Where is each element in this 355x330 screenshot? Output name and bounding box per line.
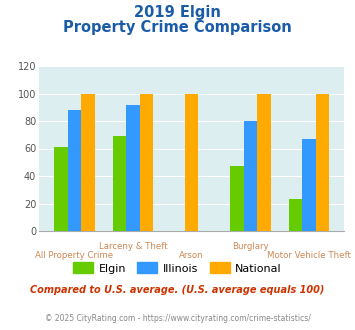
Text: Larceny & Theft: Larceny & Theft: [99, 242, 167, 250]
Text: 2019 Elgin: 2019 Elgin: [134, 5, 221, 20]
Text: All Property Crime: All Property Crime: [35, 251, 113, 260]
Text: Compared to U.S. average. (U.S. average equals 100): Compared to U.S. average. (U.S. average …: [30, 285, 325, 295]
Bar: [54, 147, 67, 231]
Bar: [289, 199, 302, 231]
Bar: [230, 166, 244, 231]
Bar: [244, 121, 257, 231]
Bar: [316, 93, 329, 231]
Bar: [126, 105, 140, 231]
Bar: [302, 139, 316, 231]
Text: Burglary: Burglary: [232, 242, 269, 250]
Text: © 2025 CityRating.com - https://www.cityrating.com/crime-statistics/: © 2025 CityRating.com - https://www.city…: [45, 314, 310, 323]
Text: Motor Vehicle Theft: Motor Vehicle Theft: [267, 251, 351, 260]
Bar: [257, 93, 271, 231]
Bar: [81, 93, 94, 231]
Bar: [67, 110, 81, 231]
Bar: [185, 93, 198, 231]
Text: Arson: Arson: [179, 251, 204, 260]
Bar: [113, 136, 126, 231]
Legend: Elgin, Illinois, National: Elgin, Illinois, National: [69, 258, 286, 278]
Bar: [140, 93, 153, 231]
Text: Property Crime Comparison: Property Crime Comparison: [63, 20, 292, 35]
